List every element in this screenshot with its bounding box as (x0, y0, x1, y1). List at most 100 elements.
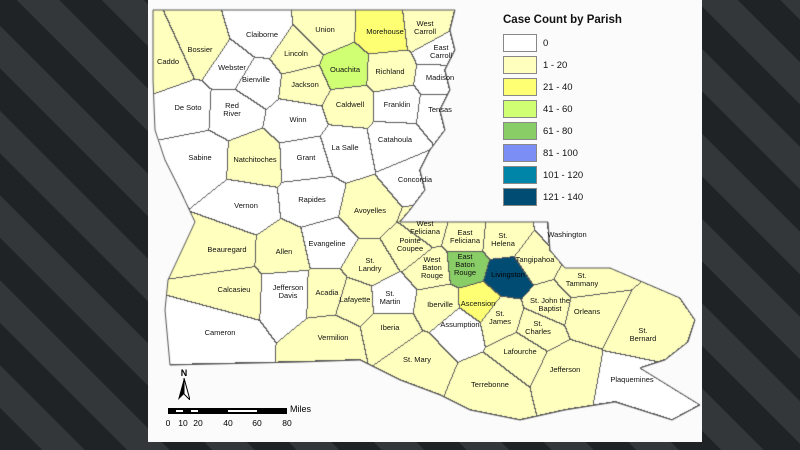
parish-label: Pointe Coupee (396, 236, 424, 253)
parish-label: Winn (289, 115, 307, 124)
legend-label: 81 - 100 (543, 147, 578, 159)
parish-label: East Baton Rouge (453, 252, 477, 277)
north-arrow-icon: N (178, 368, 191, 402)
scale-tick-label: 20 (193, 418, 203, 428)
parish-label: East Feliciana (449, 228, 481, 245)
parish-label: St. James (488, 309, 512, 326)
parish-label: St. Bernard (629, 326, 657, 343)
scale-unit: Miles (290, 404, 312, 414)
scale-tick-label: 10 (178, 418, 188, 428)
legend-label: 121 - 140 (543, 191, 584, 203)
parish-label: Washington (547, 230, 587, 239)
legend-item: 121 - 140 (503, 186, 622, 208)
parish-label: Assumption (440, 320, 480, 329)
legend-title: Case Count by Parish (503, 14, 622, 26)
parish-label: Calcasieu (217, 285, 251, 294)
parish-label: Ouachita (329, 65, 361, 74)
legend-swatch (503, 144, 537, 162)
legend-label: 61 - 80 (543, 125, 573, 137)
legend-swatch (503, 122, 537, 140)
parish-label: Iberville (427, 300, 453, 309)
legend-swatch (503, 188, 537, 206)
parish-label: Lincoln (284, 49, 308, 58)
parish-label: Terrebonne (471, 380, 509, 389)
parish-label: Jackson (291, 80, 319, 89)
parish-label: Lafourche (503, 347, 537, 356)
legend-label: 41 - 60 (543, 103, 573, 115)
parish-label: Madison (425, 73, 455, 82)
parish-label: Livingston (491, 270, 525, 279)
scale-bar-graphic (168, 408, 287, 414)
legend-swatch (503, 34, 537, 52)
parish-label: Acadia (315, 288, 339, 297)
scale-tick-label: 60 (252, 418, 262, 428)
parish-label: Iberia (380, 323, 400, 332)
legend-item: 101 - 120 (503, 164, 622, 186)
legend-item: 21 - 40 (503, 76, 622, 98)
parish-label: West Carroll (413, 19, 437, 36)
parish-label: Evangeline (308, 239, 346, 248)
parish-label: St. Charles (525, 319, 551, 336)
legend-swatch (503, 166, 537, 184)
parish-label: Richland (375, 67, 405, 76)
parish-label: West Baton Rouge (420, 255, 444, 280)
parish-label: St. Martin (379, 289, 401, 306)
legend-swatch (503, 78, 537, 96)
parish-label: Webster (218, 63, 246, 72)
legend-label: 101 - 120 (543, 169, 584, 181)
parish-label: Rapides (298, 195, 326, 204)
scale-tick-label: 80 (282, 418, 292, 428)
parish-label: East Carroll (429, 43, 453, 60)
parish-label: Catahoula (377, 135, 413, 144)
parish-label: La Salle (331, 143, 359, 152)
parish-label: St. Tammany (565, 271, 599, 288)
parish-label: Morehouse (366, 27, 404, 36)
legend-item: 0 (503, 32, 622, 54)
parish-label: Beauregard (207, 245, 247, 254)
parish-label: Vermilion (317, 333, 349, 342)
parish-label: Red River (223, 101, 241, 118)
parish-label: St. Helena (491, 231, 515, 248)
parish-label: Franklin (383, 100, 411, 109)
legend-item: 81 - 100 (503, 142, 622, 164)
legend-label: 0 (543, 37, 549, 49)
parish-label: Allen (275, 247, 293, 256)
parish-label: St. Mary (403, 355, 431, 364)
parish-label: Bossier (187, 45, 213, 54)
parish-label: Claiborne (245, 30, 279, 39)
parish-label: St. John the Baptist (529, 296, 571, 313)
scale-tick-label: 0 (165, 418, 171, 428)
parish-label: Cameron (204, 328, 236, 337)
parish-label: Plaquemines (610, 375, 654, 384)
parish-label: St. Landry (358, 256, 382, 273)
north-label: N (180, 368, 188, 378)
parish-label: Caddo (156, 57, 180, 66)
legend-label: 1 - 20 (543, 59, 568, 71)
legend-item: 41 - 60 (503, 98, 622, 120)
parish-label: Union (315, 25, 335, 34)
legend-label: 21 - 40 (543, 81, 573, 93)
legend-swatch (503, 100, 537, 118)
parish-label: Concordia (397, 175, 433, 184)
parish-label: De Soto (174, 103, 202, 112)
legend: Case Count by Parish 0 1 - 20 21 - 40 41 - … (503, 14, 622, 208)
legend-swatch (503, 56, 537, 74)
parish-label: Lafayette (339, 295, 371, 304)
parish-label: Orleans (573, 307, 601, 316)
parish-label: West Feliciana (409, 219, 441, 236)
parish-label: Vernon (234, 201, 258, 210)
parish-label: Jefferson (549, 365, 581, 374)
parish-label: Ascension (460, 299, 496, 308)
parish-label: Jefferson Davis (272, 283, 304, 300)
legend-item: 61 - 80 (503, 120, 622, 142)
parish-label: Grant (296, 153, 316, 162)
parish-label: Natchitoches (233, 155, 277, 164)
parish-label: Tangipahoa (515, 255, 555, 264)
scale-tick-label: 40 (223, 418, 233, 428)
parish-label: Tensas (428, 105, 452, 114)
parish-label: Avoyelles (354, 206, 386, 215)
parish-label: Bienville (242, 75, 270, 84)
parish-label: Sabine (188, 153, 212, 162)
legend-item: 1 - 20 (503, 54, 622, 76)
